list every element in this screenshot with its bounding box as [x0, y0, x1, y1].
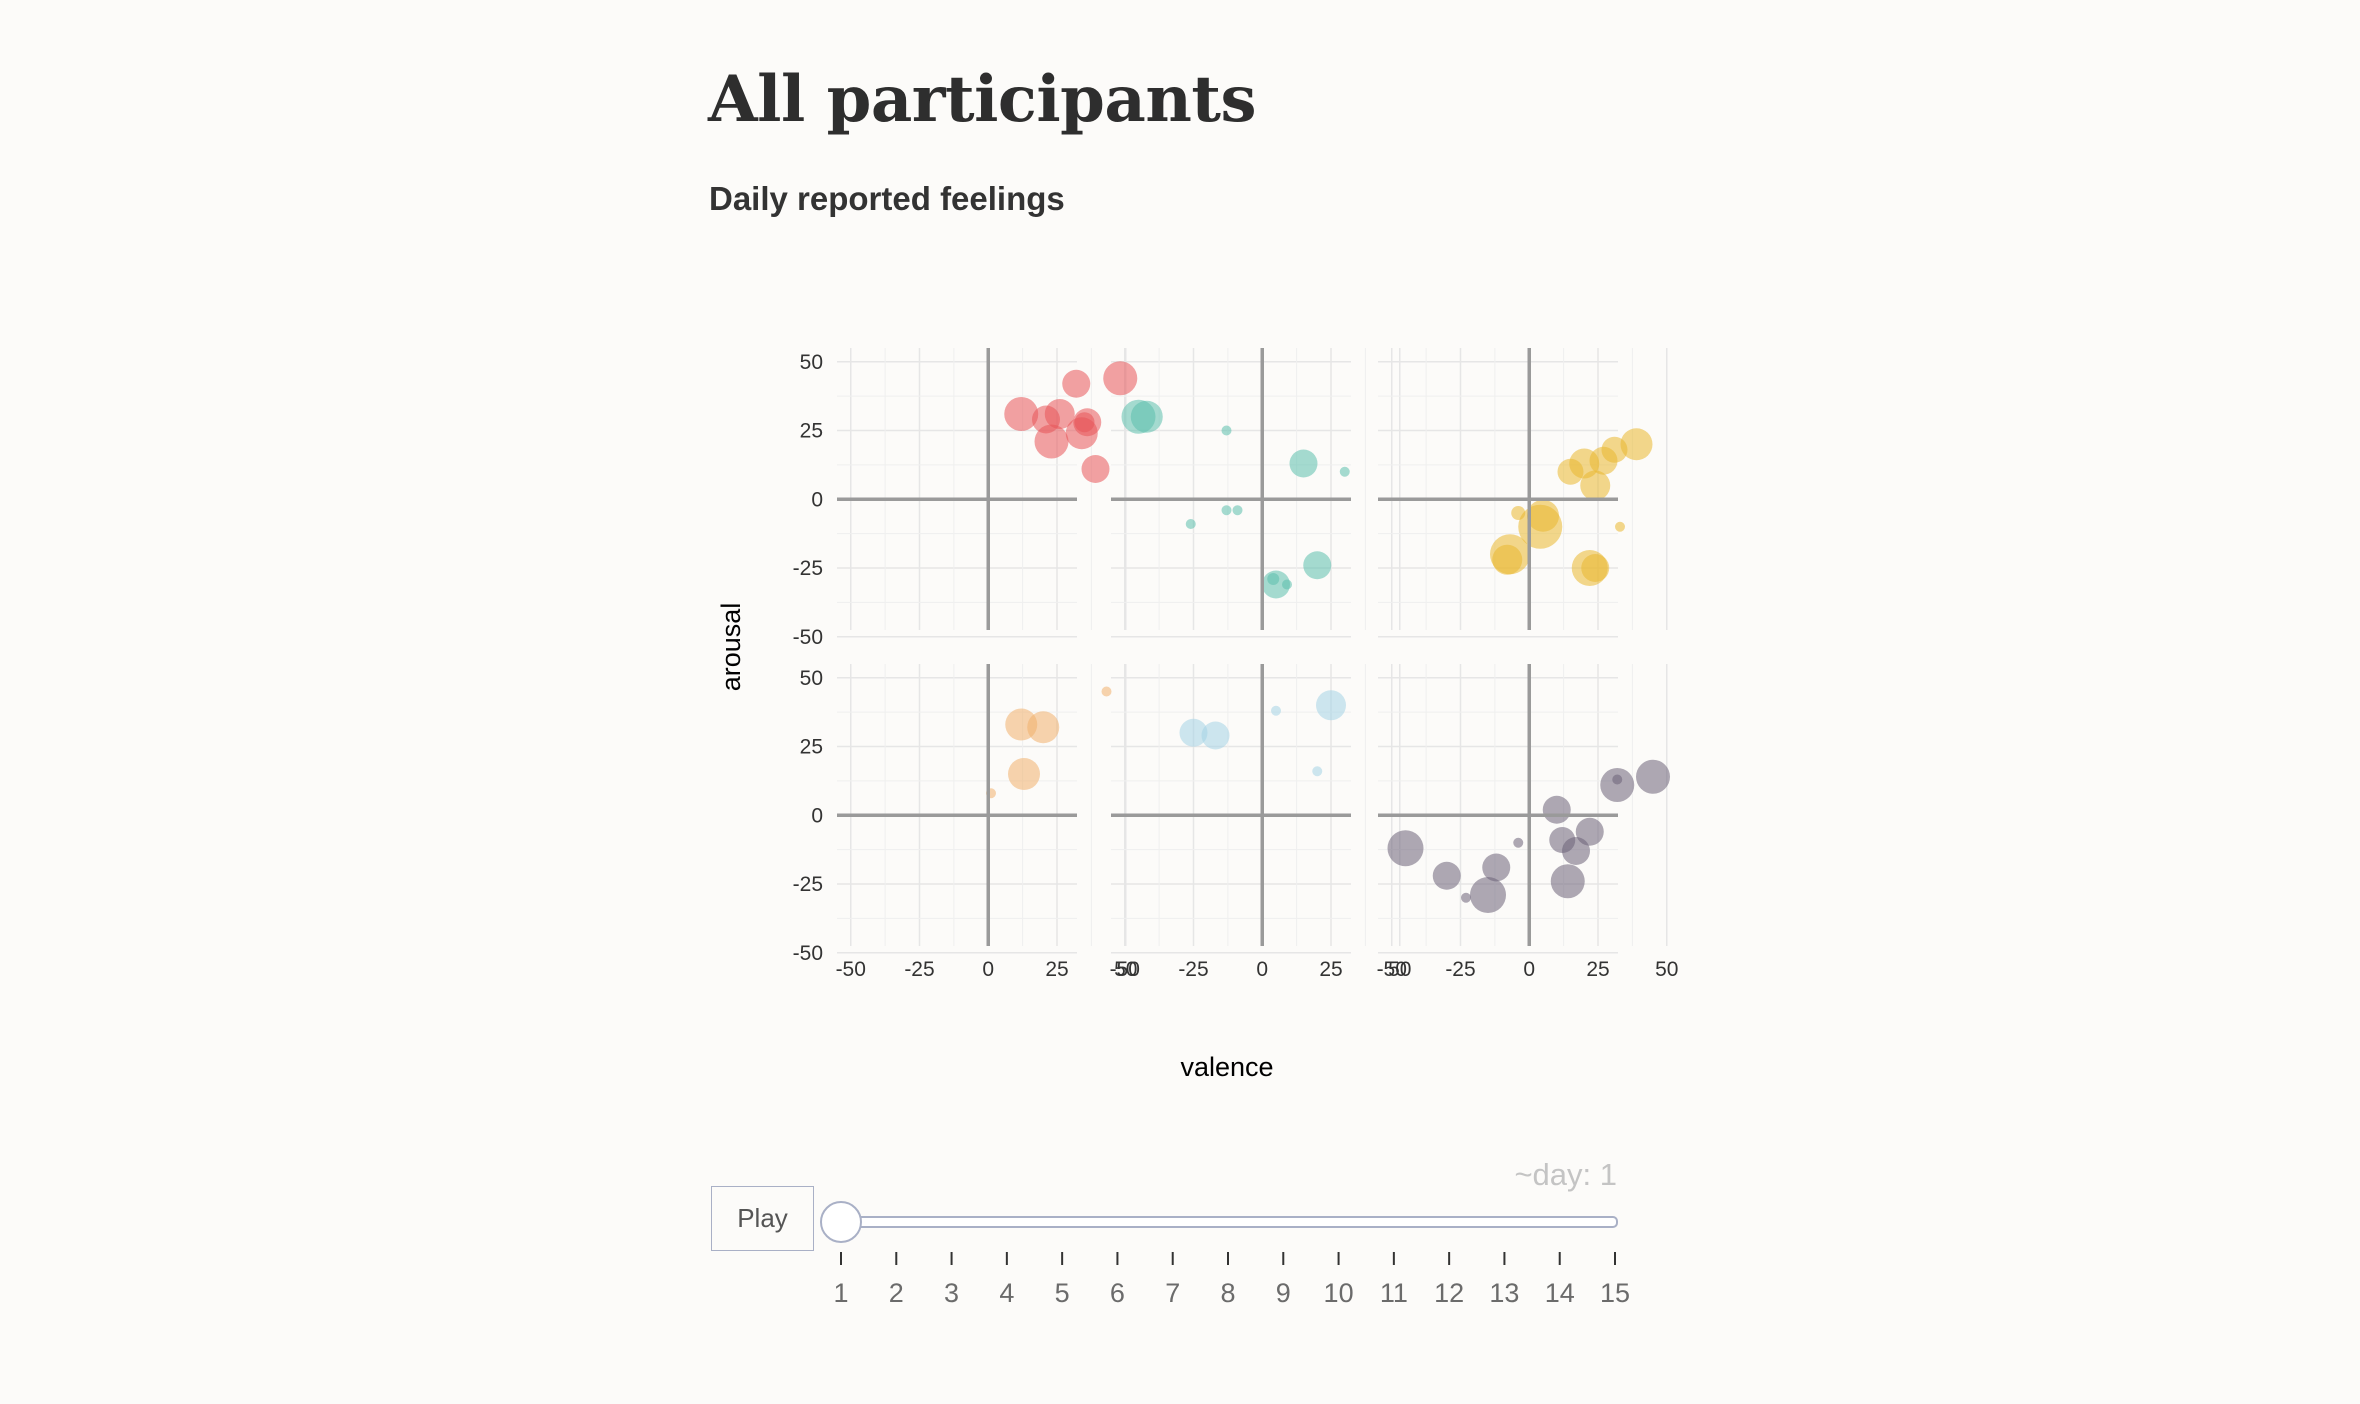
slider-tick-label: 2 [889, 1278, 904, 1308]
data-point [1179, 718, 1208, 747]
y-tick-label: -50 [793, 626, 823, 649]
slider-tick-label: 9 [1276, 1278, 1291, 1308]
data-point [1221, 425, 1232, 436]
slider-tick-label: 6 [1110, 1278, 1125, 1308]
y-tick-label: -25 [793, 557, 823, 580]
x-tick-label: -25 [1178, 958, 1208, 981]
data-point [1267, 573, 1280, 585]
slider-handle[interactable] [820, 1201, 862, 1243]
data-point [1636, 759, 1670, 794]
y-tick-label: 50 [800, 667, 823, 690]
data-point [1312, 766, 1323, 777]
x-tick-label: 0 [982, 958, 994, 981]
page-subtitle: Daily reported feelings [709, 180, 1065, 217]
data-point [1034, 424, 1069, 459]
slider-tick-label: 10 [1324, 1278, 1354, 1308]
x-tick-label: 25 [1319, 958, 1342, 981]
data-point [1492, 544, 1523, 575]
slider-tick-label: 7 [1165, 1278, 1180, 1308]
y-tick-label: 0 [811, 804, 823, 827]
data-point [1339, 466, 1350, 477]
y-tick-label: 50 [800, 351, 823, 374]
data-point [1289, 449, 1318, 478]
slider-track[interactable] [840, 1216, 1618, 1228]
data-point [1550, 864, 1585, 899]
x-tick-label: 50 [1114, 958, 1137, 981]
data-point [1044, 399, 1075, 429]
data-point [1580, 470, 1611, 501]
data-point [1008, 758, 1040, 790]
data-point [1074, 412, 1095, 433]
data-point [1201, 721, 1230, 750]
slider-tick-label: 12 [1434, 1278, 1464, 1308]
y-tick-label: 25 [800, 736, 823, 759]
x-tick-label: 50 [1388, 958, 1411, 981]
x-tick-label: -50 [1110, 958, 1140, 981]
data-point [1027, 711, 1060, 744]
y-tick-label: -50 [793, 942, 823, 965]
slider-tick-label: 15 [1600, 1278, 1630, 1308]
data-point [1581, 554, 1610, 582]
data-point [1282, 579, 1292, 590]
slider-tick-label: 8 [1220, 1278, 1235, 1308]
data-point [1081, 455, 1110, 483]
slider-tick-label: 11 [1380, 1278, 1408, 1308]
day-readout-value: 1 [1599, 1157, 1617, 1192]
data-point [1511, 506, 1526, 520]
day-readout: ~day: 1 [1514, 1157, 1617, 1193]
data-point [1103, 361, 1138, 396]
data-point [1620, 428, 1653, 461]
data-point [1062, 369, 1091, 398]
x-tick-label: 0 [1523, 958, 1535, 981]
y-tick-label: 0 [811, 488, 823, 511]
x-tick-label: 0 [1256, 958, 1268, 981]
slider-tick-label: 4 [999, 1278, 1014, 1308]
x-tick-label: -50 [1377, 958, 1407, 981]
data-point [1004, 397, 1039, 431]
x-tick-label: 25 [1586, 958, 1609, 981]
data-point [1185, 519, 1196, 529]
slider-tick-label: 13 [1489, 1278, 1519, 1308]
data-point [1461, 892, 1471, 903]
x-tick-label: -25 [1445, 958, 1475, 981]
x-tick-label: 25 [1045, 958, 1068, 981]
y-axis-title: arousal [716, 603, 746, 692]
data-point [1432, 861, 1461, 890]
data-point [1615, 521, 1625, 532]
slider-tick-label: 5 [1055, 1278, 1070, 1308]
data-point [1303, 551, 1332, 580]
data-point [1130, 400, 1163, 433]
day-readout-prefix: ~day: [1514, 1157, 1600, 1192]
data-point [1101, 686, 1112, 697]
data-point [1513, 837, 1524, 848]
data-point [1387, 830, 1424, 867]
data-point [1316, 690, 1346, 721]
page-title: All participants [708, 62, 1257, 137]
data-point [1600, 768, 1635, 802]
y-tick-label: 25 [800, 420, 823, 443]
data-point [1221, 505, 1232, 516]
data-point [1575, 817, 1604, 846]
data-point [1271, 705, 1281, 716]
x-tick-label: -25 [904, 958, 934, 981]
data-point [1612, 774, 1623, 785]
data-point [1232, 505, 1243, 516]
play-button[interactable]: Play [711, 1186, 814, 1251]
data-point [1527, 499, 1559, 532]
x-axis-title: valence [1180, 1052, 1273, 1082]
x-tick-label: -50 [836, 958, 866, 981]
y-tick-label: -25 [793, 873, 823, 896]
slider-tick-label: 3 [944, 1278, 959, 1308]
data-point [1470, 877, 1506, 913]
data-point [1482, 853, 1511, 882]
x-tick-label: 50 [1655, 958, 1678, 981]
slider-tick-label: 1 [833, 1278, 848, 1308]
slider-tick-label: 14 [1545, 1278, 1575, 1308]
